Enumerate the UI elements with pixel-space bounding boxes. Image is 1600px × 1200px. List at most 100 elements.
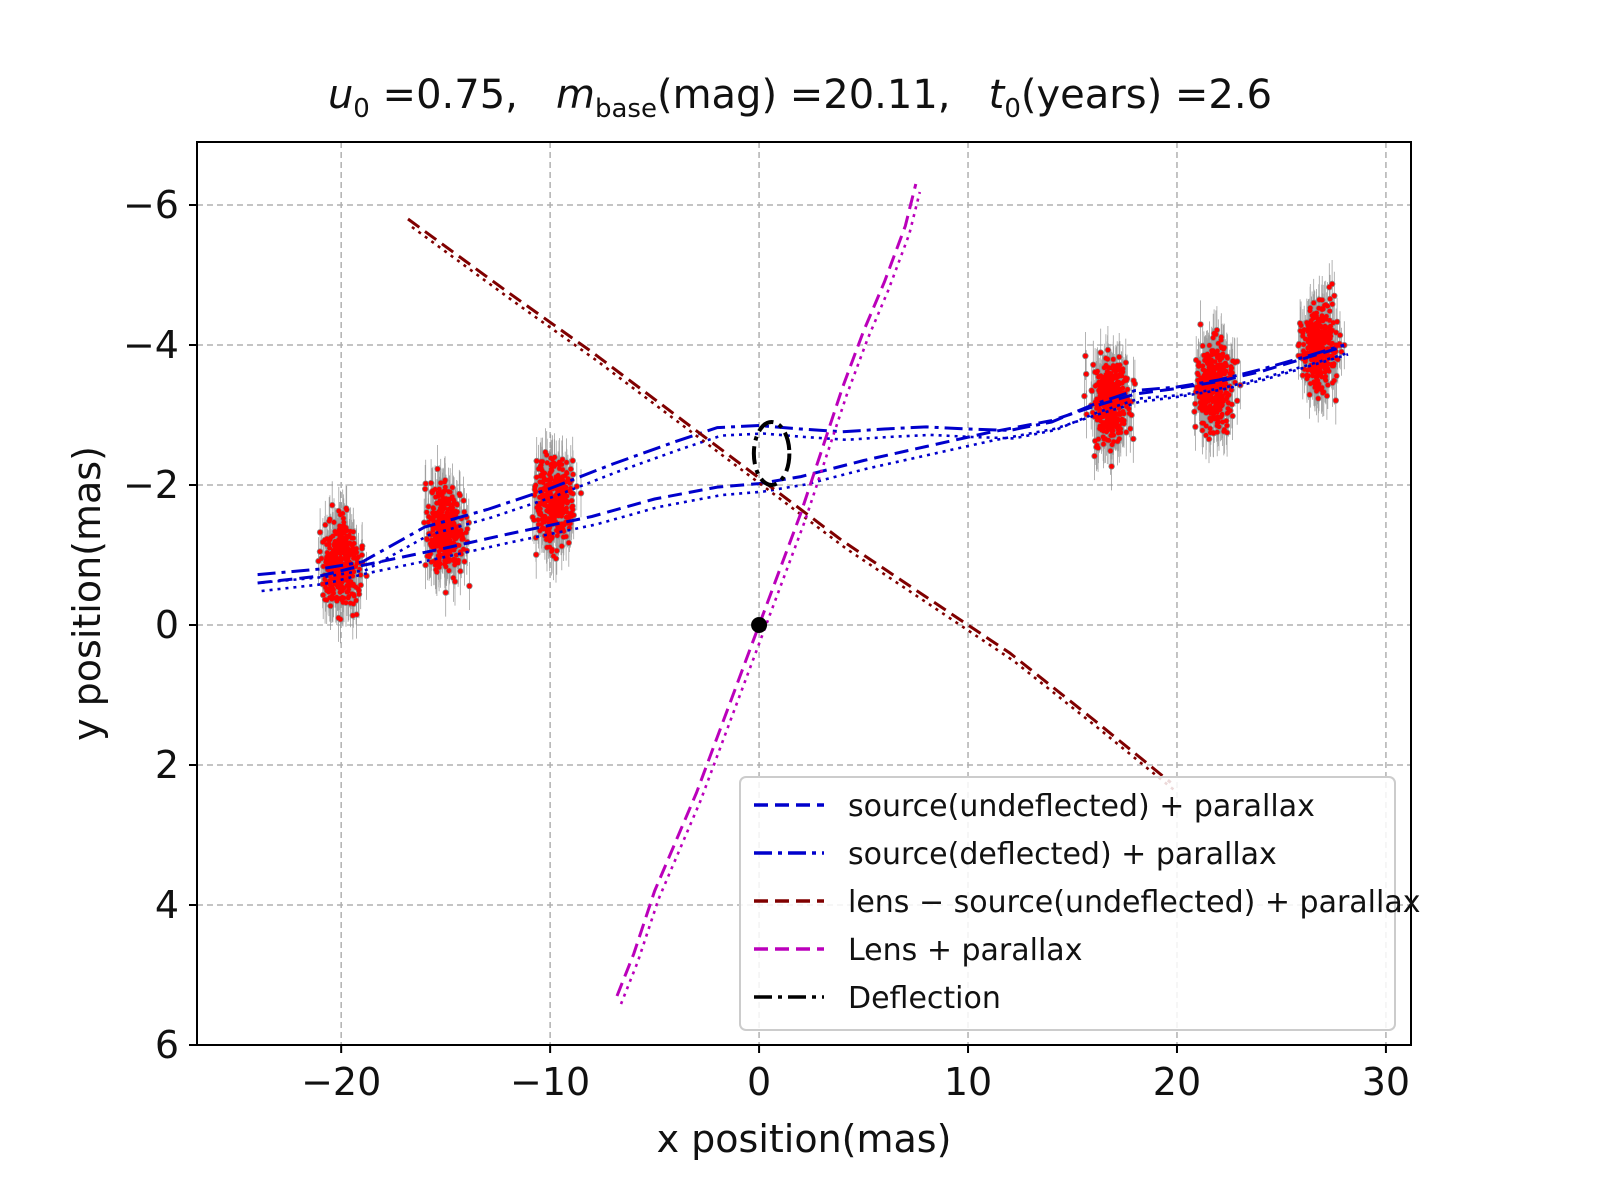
observation-point [1082, 393, 1087, 399]
series-dotted-line-2 [411, 225, 1176, 792]
observation-point [1206, 436, 1212, 442]
observation-point [1316, 346, 1322, 351]
observation-point [538, 462, 544, 468]
observation-point [1108, 448, 1113, 454]
observation-point [557, 459, 562, 465]
observation-point [353, 598, 359, 603]
observation-point [559, 543, 565, 549]
observation-point [1211, 411, 1217, 417]
observation-point [328, 552, 334, 557]
observation-point [461, 498, 466, 503]
observation-point [349, 541, 354, 547]
y-axis-label: y position(mas) [65, 446, 109, 741]
observation-point [434, 540, 440, 546]
observation-point [550, 503, 556, 509]
observation-point [436, 486, 442, 492]
observation-point [1304, 376, 1310, 382]
observation-point [446, 568, 452, 574]
x-tick-label: 10 [944, 1060, 992, 1104]
observation-point [354, 612, 359, 617]
observation-point [354, 550, 359, 555]
observation-point [1300, 330, 1306, 336]
observation-point [327, 545, 332, 551]
observation-point [547, 492, 553, 498]
observation-point [1212, 359, 1218, 364]
observation-point [568, 466, 574, 472]
observation-point [533, 552, 539, 558]
observation-point [1334, 319, 1340, 325]
observation-point [1312, 312, 1318, 318]
observation-point [1229, 365, 1235, 371]
observation-point [423, 562, 428, 568]
observation-point [1110, 411, 1116, 417]
observation-point [458, 528, 464, 533]
observation-point [1325, 303, 1330, 309]
title-t-value: (years) =2.6 [1020, 72, 1273, 118]
observation-point [344, 507, 350, 513]
title-m-value: (mag) =20.11, [656, 72, 951, 118]
observation-point [1200, 428, 1205, 433]
observation-point [322, 537, 328, 543]
observation-point [1111, 423, 1117, 429]
observation-point [551, 515, 557, 521]
observation-point [564, 479, 569, 485]
observation-point [548, 455, 554, 461]
observation-point [1132, 381, 1138, 387]
observation-point [1109, 464, 1114, 469]
observation-point [1320, 317, 1325, 323]
observation-point [445, 509, 450, 515]
legend-label: Deflection [848, 981, 1001, 1016]
observation-point [341, 585, 347, 591]
observation-point [1107, 370, 1112, 376]
observation-point [1116, 363, 1122, 369]
observation-point [530, 514, 536, 520]
observation-point [1300, 373, 1306, 378]
y-tick-label: −6 [123, 183, 179, 227]
observation-point [453, 512, 459, 518]
observation-point [459, 537, 465, 542]
observation-point [358, 582, 364, 588]
observation-point [1096, 374, 1101, 380]
observation-point [1321, 340, 1327, 345]
observation-point [1099, 427, 1104, 433]
observation-point [1224, 396, 1229, 402]
observation-point [334, 598, 340, 604]
series-line-1 [257, 343, 1345, 577]
observation-point [1207, 426, 1213, 431]
observation-point [441, 490, 446, 495]
observation-point [1329, 281, 1335, 287]
observation-point [327, 595, 333, 600]
observation-point [447, 538, 453, 544]
observation-point [1097, 390, 1103, 396]
observation-point [1227, 371, 1233, 377]
chart-title: u0 =0.75, mbase(mag) =20.11, t0(years) =… [0, 72, 1600, 124]
observation-point [1334, 373, 1339, 379]
observation-point [569, 498, 575, 504]
observation-point [1224, 423, 1230, 428]
observation-point [359, 543, 365, 549]
observation-point [1123, 360, 1129, 365]
observation-point [457, 493, 463, 498]
observation-point [547, 470, 553, 476]
observation-point [437, 501, 443, 507]
observation-point [1193, 424, 1198, 430]
observation-point [1129, 412, 1134, 418]
observation-point [1097, 407, 1103, 413]
observation-point [1329, 301, 1335, 307]
observation-point [338, 530, 344, 536]
observation-point [1333, 330, 1339, 335]
observation-point [570, 458, 576, 464]
observation-point [441, 523, 447, 529]
observation-point [433, 494, 438, 500]
observation-point [452, 579, 458, 584]
observation-point [554, 548, 560, 554]
observation-point [433, 562, 438, 568]
observation-point [351, 568, 356, 574]
observation-point [1206, 354, 1211, 359]
observation-point [1224, 410, 1230, 416]
observation-point [548, 462, 554, 468]
observation-point [546, 532, 551, 538]
observation-point [421, 520, 427, 525]
observation-point [1089, 388, 1095, 393]
observation-point [345, 595, 351, 601]
